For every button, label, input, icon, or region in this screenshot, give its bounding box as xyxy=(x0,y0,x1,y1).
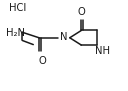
Text: H₂N: H₂N xyxy=(6,28,25,38)
Text: N: N xyxy=(60,32,68,42)
Text: O: O xyxy=(38,56,46,66)
Text: HCl: HCl xyxy=(9,3,26,13)
Text: O: O xyxy=(77,7,85,17)
Text: NH: NH xyxy=(95,46,110,56)
